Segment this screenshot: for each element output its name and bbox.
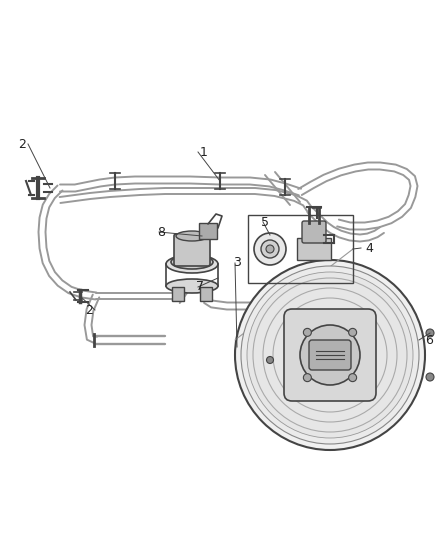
FancyBboxPatch shape bbox=[199, 223, 217, 239]
Circle shape bbox=[426, 329, 434, 337]
FancyBboxPatch shape bbox=[174, 234, 210, 266]
Circle shape bbox=[266, 357, 273, 364]
Text: 1: 1 bbox=[200, 146, 208, 158]
Circle shape bbox=[266, 245, 274, 253]
Bar bbox=[248, 215, 353, 283]
FancyBboxPatch shape bbox=[284, 309, 376, 401]
Circle shape bbox=[254, 233, 286, 265]
Circle shape bbox=[235, 260, 425, 450]
FancyBboxPatch shape bbox=[302, 221, 326, 243]
FancyBboxPatch shape bbox=[200, 287, 212, 301]
Text: 5: 5 bbox=[261, 215, 269, 229]
Circle shape bbox=[247, 272, 413, 438]
Text: 4: 4 bbox=[365, 241, 373, 254]
Text: 2: 2 bbox=[85, 303, 93, 317]
FancyBboxPatch shape bbox=[172, 287, 184, 301]
Ellipse shape bbox=[176, 231, 208, 241]
Circle shape bbox=[300, 325, 360, 385]
Circle shape bbox=[241, 266, 419, 444]
Ellipse shape bbox=[166, 279, 218, 293]
Text: 8: 8 bbox=[157, 225, 165, 238]
FancyBboxPatch shape bbox=[297, 238, 331, 260]
Circle shape bbox=[426, 373, 434, 381]
FancyBboxPatch shape bbox=[309, 340, 351, 370]
Circle shape bbox=[304, 328, 311, 336]
Circle shape bbox=[349, 374, 357, 382]
Circle shape bbox=[304, 374, 311, 382]
Ellipse shape bbox=[166, 255, 218, 273]
Text: 6: 6 bbox=[425, 334, 433, 346]
Circle shape bbox=[349, 328, 357, 336]
Ellipse shape bbox=[171, 255, 213, 269]
Text: 2: 2 bbox=[18, 138, 26, 150]
Text: 3: 3 bbox=[233, 256, 241, 270]
Text: 7: 7 bbox=[196, 280, 204, 294]
Circle shape bbox=[261, 240, 279, 258]
